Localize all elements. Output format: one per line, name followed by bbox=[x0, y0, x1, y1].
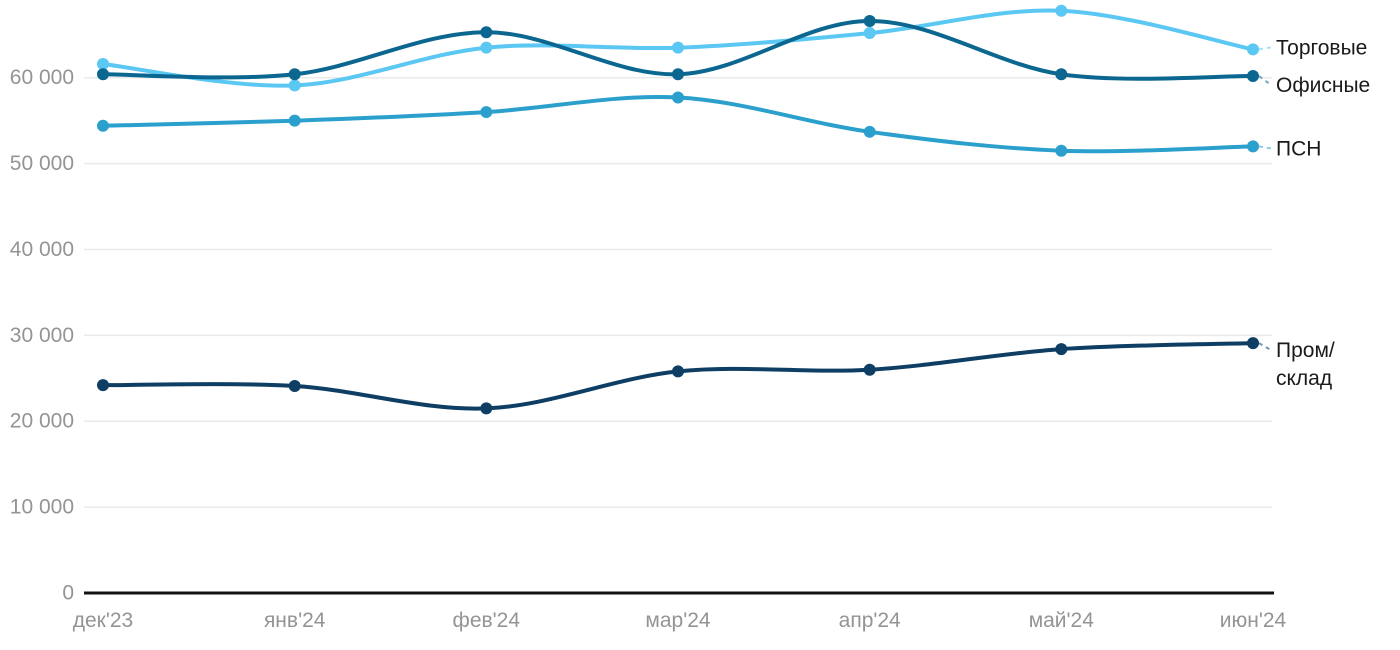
series-point-torgovye bbox=[672, 41, 684, 54]
series-point-prom-sklad bbox=[1055, 343, 1068, 356]
series-point-psn bbox=[288, 114, 301, 127]
series-point-prom-sklad bbox=[480, 402, 493, 415]
series-point-psn bbox=[1055, 144, 1068, 157]
y-tick-label: 30 000 bbox=[10, 324, 74, 347]
series-leader-ofisnye bbox=[1258, 75, 1272, 86]
series-leader-torgovye bbox=[1258, 46, 1272, 51]
x-tick-label: мар'24 bbox=[645, 609, 710, 632]
y-tick-label: 40 000 bbox=[10, 238, 74, 261]
y-tick-label: 20 000 bbox=[10, 410, 74, 433]
x-tick-label: янв'24 bbox=[264, 609, 326, 632]
y-tick-label: 10 000 bbox=[10, 496, 74, 519]
series-point-prom-sklad bbox=[288, 380, 301, 393]
series-point-ofisnye bbox=[1055, 68, 1068, 81]
series-point-prom-sklad bbox=[97, 379, 109, 392]
series-point-ofisnye bbox=[97, 68, 109, 81]
series-point-ofisnye bbox=[480, 26, 493, 39]
x-tick-label: фев'24 bbox=[453, 609, 521, 632]
series-point-psn bbox=[672, 91, 684, 104]
series-point-psn bbox=[480, 106, 493, 119]
series-point-prom-sklad bbox=[672, 365, 684, 378]
series-point-torgovye bbox=[1247, 43, 1259, 56]
series-point-torgovye bbox=[480, 41, 493, 54]
y-tick-label: 60 000 bbox=[10, 66, 74, 89]
series-point-ofisnye bbox=[288, 68, 301, 81]
x-tick-label: апр'24 bbox=[839, 609, 901, 632]
series-leader-prom-sklad bbox=[1258, 342, 1272, 351]
series-leader-psn bbox=[1258, 145, 1272, 150]
series-line-psn bbox=[101, 95, 1255, 154]
series-point-torgovye bbox=[97, 57, 109, 70]
series-label-torgovye: Торговые bbox=[1276, 36, 1367, 59]
series-label-ofisnye: Офисные bbox=[1276, 73, 1370, 96]
series-point-psn bbox=[863, 125, 876, 138]
series-point-prom-sklad bbox=[863, 363, 876, 376]
series-point-psn bbox=[97, 119, 109, 132]
series-point-ofisnye bbox=[672, 68, 684, 81]
series-point-psn bbox=[1247, 140, 1259, 153]
series-point-ofisnye bbox=[1247, 69, 1259, 82]
series-point-torgovye bbox=[1055, 4, 1068, 17]
series-point-ofisnye bbox=[863, 15, 876, 28]
x-tick-label: дек'23 bbox=[73, 609, 134, 632]
series-label-prom-sklad: Пром/склад bbox=[1276, 339, 1335, 390]
series-point-torgovye bbox=[863, 27, 876, 40]
x-tick-label: июн'24 bbox=[1220, 609, 1287, 632]
x-tick-label: май'24 bbox=[1029, 609, 1095, 632]
series-point-torgovye bbox=[288, 79, 301, 92]
y-tick-label: 0 bbox=[62, 582, 74, 605]
y-tick-label: 50 000 bbox=[10, 152, 74, 175]
series-label-psn: ПСН bbox=[1276, 137, 1321, 160]
series-point-prom-sklad bbox=[1247, 337, 1259, 350]
